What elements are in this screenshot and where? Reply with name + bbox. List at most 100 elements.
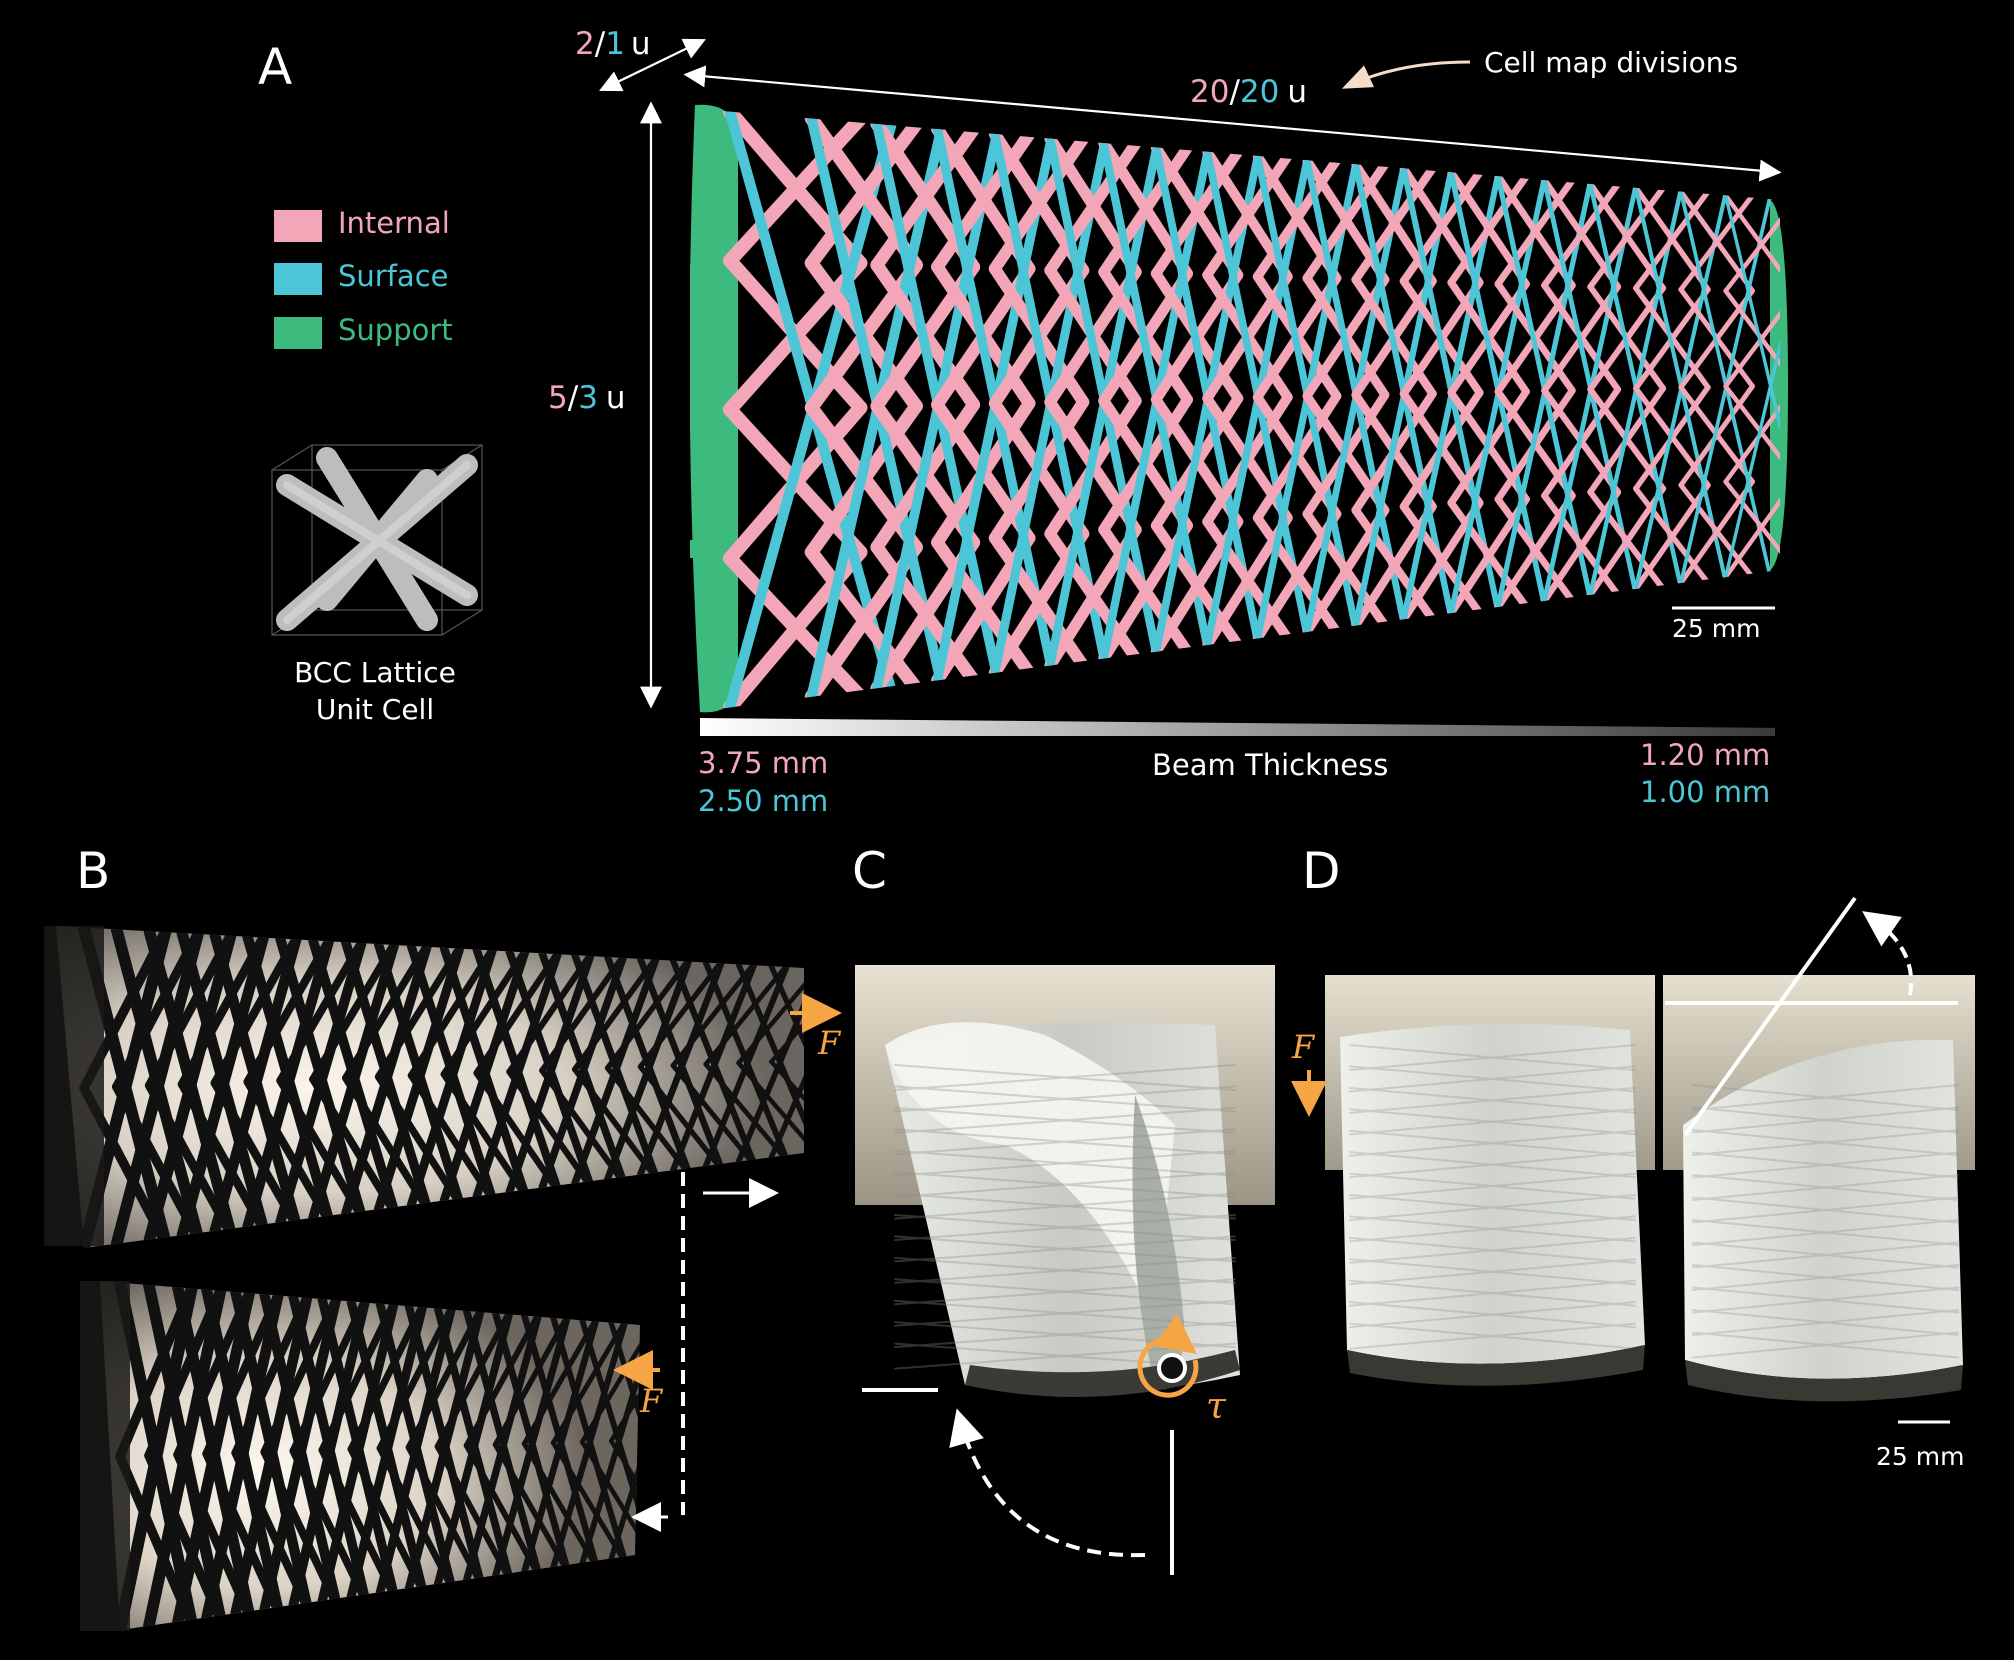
- beam-thickness-label: Beam Thickness: [1152, 748, 1389, 782]
- photo-b-compressed-sleeve: [60, 1275, 650, 1635]
- photo-beam: [143, 1281, 227, 1630]
- dimension-arrows: [599, 38, 1782, 709]
- photo-beam: [894, 1064, 1236, 1091]
- unit-cell-caption-line1: BCC Lattice: [294, 656, 456, 689]
- internal-beam: [1723, 382, 1780, 484]
- photo-beam: [669, 959, 759, 1174]
- photo-beam: [1349, 1065, 1636, 1093]
- photo-beam: [670, 960, 758, 1069]
- photo-beam: [894, 1171, 1236, 1199]
- photo-beam: [176, 929, 270, 1241]
- photo-beam: [572, 954, 660, 1073]
- reference-line-d-angled: [1683, 896, 1857, 1137]
- photo-beam: [1692, 1084, 1959, 1111]
- photo-beam: [230, 1289, 313, 1619]
- photo-beam: [768, 963, 804, 1156]
- photo-beam: [143, 927, 237, 1246]
- arrow-top-left-depth: [599, 38, 706, 92]
- support-peg-2: [690, 410, 702, 428]
- photo-beam: [439, 945, 531, 1205]
- legend-swatch-support: [274, 317, 322, 349]
- photo-beam: [894, 1192, 1236, 1220]
- dim-height-surface: 3: [578, 380, 598, 416]
- photo-beam: [1349, 1172, 1636, 1200]
- photo-beam: [894, 1299, 1236, 1327]
- photo-beam: [1349, 1236, 1636, 1264]
- photo-beam: [492, 1312, 571, 1448]
- photo-beam: [341, 939, 433, 1219]
- photo-beam: [608, 1322, 640, 1562]
- photo-beam: [894, 1278, 1236, 1306]
- photo-beam: [1692, 1219, 1959, 1246]
- panel-label-d: D: [1302, 842, 1341, 900]
- photo-beam: [1692, 1196, 1959, 1224]
- photo-beam: [1692, 1174, 1959, 1201]
- support-plate-right: [1770, 200, 1788, 570]
- photo-beam: [1349, 1215, 1636, 1243]
- photo-beam: [472, 947, 563, 1201]
- photo-beam: [735, 963, 804, 1165]
- photo-beam: [172, 1284, 256, 1628]
- photo-beam: [894, 1214, 1236, 1241]
- unit-cell-caption-line2: Unit Cell: [315, 693, 435, 726]
- photo-b-extended-sleeve: [44, 918, 814, 1248]
- photo-beam: [604, 956, 693, 1071]
- photo-beam: [894, 1235, 1236, 1263]
- photo-beam: [608, 1438, 640, 1558]
- photo-beam: [1692, 1241, 1959, 1269]
- photo-d-sleeve-bent: [1663, 975, 1975, 1410]
- photo-beam: [608, 1322, 640, 1444]
- photo-beam: [346, 1299, 428, 1602]
- scale-bar-a-label: 25 mm: [1672, 614, 1761, 643]
- photo-beam: [579, 1439, 640, 1562]
- photo-beam: [110, 926, 205, 1248]
- photo-beam: [1692, 1331, 1959, 1359]
- photo-beam: [404, 1304, 486, 1593]
- photo-beam: [375, 1302, 457, 1597]
- photo-beam: [604, 955, 693, 1183]
- photo-beam: [433, 1307, 514, 1589]
- photo-beam: [894, 1149, 1236, 1177]
- photo-beam: [1692, 1331, 1959, 1359]
- scale-bar-d-label: 25 mm: [1876, 1442, 1965, 1471]
- photo-beam: [1349, 1194, 1636, 1221]
- photo-beam: [1692, 1129, 1959, 1156]
- photo-beam: [1349, 1279, 1636, 1307]
- photo-beam: [317, 1297, 400, 1606]
- photo-beam: [1692, 1106, 1959, 1134]
- photo-beam: [894, 1192, 1236, 1220]
- photo-beam: [1692, 1151, 1959, 1179]
- photo-beam: [1692, 1084, 1959, 1111]
- legend-swatch-surface: [274, 263, 322, 295]
- photo-beam: [1349, 1086, 1636, 1114]
- photo-beam: [1349, 1086, 1636, 1114]
- photo-beam: [1692, 1106, 1959, 1134]
- photo-beam: [894, 1128, 1236, 1156]
- force-label-b-top: F: [818, 1024, 841, 1062]
- photo-beam: [1349, 1236, 1636, 1264]
- photo-beam: [769, 1059, 804, 1156]
- support-peg-3: [690, 540, 702, 558]
- photo-beam: [1349, 1172, 1636, 1200]
- legend-label-internal: Internal: [338, 206, 450, 240]
- photo-beam: [894, 1064, 1236, 1091]
- photo-beam: [1349, 1322, 1636, 1350]
- photo-beam: [1692, 1241, 1959, 1269]
- rotation-arrow-c: [949, 1408, 1146, 1558]
- internal-beam: [723, 111, 868, 268]
- photo-beam: [894, 1171, 1236, 1199]
- photo-beam: [736, 1060, 804, 1160]
- photo-beam: [1349, 1151, 1636, 1179]
- lattice-tube-rendering: [690, 104, 1788, 713]
- photo-beam: [1692, 1219, 1959, 1246]
- photo-beam: [1349, 1129, 1636, 1157]
- photo-beam: [1349, 1044, 1636, 1071]
- photo-beam: [1692, 1264, 1959, 1291]
- photo-beam: [637, 957, 726, 1178]
- photo-beam: [1349, 1279, 1636, 1307]
- internal-beam: [1587, 184, 1667, 290]
- photo-beam: [1692, 1286, 1959, 1314]
- photo-beam: [521, 1314, 600, 1575]
- photo-beam: [1692, 1309, 1959, 1336]
